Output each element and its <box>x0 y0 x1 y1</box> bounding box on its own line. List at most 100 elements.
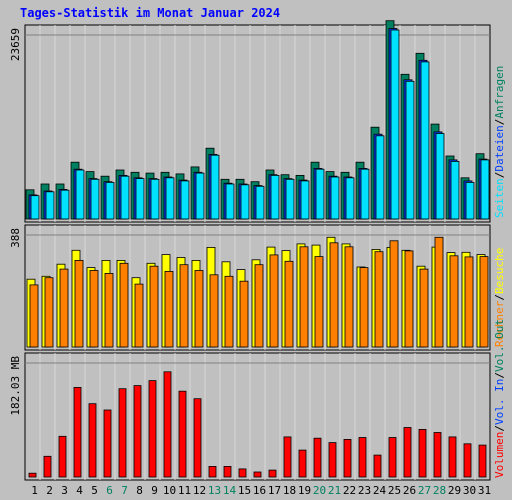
bar <box>253 471 262 478</box>
bar <box>418 428 427 478</box>
bar <box>164 270 174 348</box>
bar <box>44 277 54 348</box>
legend-item: Volumen <box>493 432 506 478</box>
bar <box>419 268 429 348</box>
bar <box>404 250 414 348</box>
day-label: 20 <box>313 484 326 497</box>
panel-frame <box>24 352 491 481</box>
bar <box>133 385 142 478</box>
bar <box>344 246 354 348</box>
bar <box>119 262 129 348</box>
chart-legend: Seiten/Dateien/AnfragenRechner/BesucheVo… <box>493 66 506 478</box>
bar <box>75 169 85 220</box>
legend-item: Rechner <box>493 300 506 347</box>
bar <box>463 443 472 478</box>
legend-separator: / <box>493 425 506 432</box>
bar <box>90 178 100 220</box>
series-rechner <box>29 236 489 348</box>
bar <box>343 438 352 478</box>
bar <box>73 386 82 478</box>
day-label: 24 <box>373 484 387 497</box>
bar <box>298 449 307 478</box>
legend-separator: / <box>493 294 506 301</box>
day-label: 7 <box>121 484 128 497</box>
bar <box>390 29 400 220</box>
day-label: 25 <box>388 484 401 497</box>
scale-label: 388 <box>9 228 22 248</box>
bar <box>359 267 369 348</box>
day-label: 2 <box>46 484 53 497</box>
day-label: 1 <box>31 484 38 497</box>
bar <box>103 409 112 478</box>
day-label: 12 <box>193 484 206 497</box>
bar <box>315 168 325 220</box>
scale-label: 182.03 MB <box>9 356 22 416</box>
day-label: 14 <box>223 484 237 497</box>
bar <box>209 274 219 348</box>
chart-title: Tages-Statistik im Monat Januar 2024 <box>20 6 280 20</box>
day-label: 6 <box>106 484 113 497</box>
panel-visits: 388 <box>9 224 491 351</box>
day-label: 11 <box>178 484 191 497</box>
bar <box>89 270 99 348</box>
bar <box>283 436 292 478</box>
legend-item: Anfragen <box>493 66 506 119</box>
bar <box>239 280 249 348</box>
bar <box>328 442 337 478</box>
bar <box>479 256 489 348</box>
bar <box>405 80 415 220</box>
bar <box>45 191 55 220</box>
legend-group: Volumen/Vol. In/Vol. Out <box>493 319 506 478</box>
bar <box>329 242 339 348</box>
scale-label: 23659 <box>9 28 22 61</box>
bar <box>60 189 70 220</box>
bar <box>43 455 52 478</box>
bar <box>389 240 399 348</box>
bar <box>118 388 127 478</box>
day-label: 19 <box>298 484 311 497</box>
bar <box>150 178 160 220</box>
day-label: 8 <box>136 484 143 497</box>
bar <box>254 264 264 348</box>
day-label: 21 <box>328 484 341 497</box>
day-label: 5 <box>91 484 98 497</box>
bar <box>225 183 235 220</box>
day-label: 13 <box>208 484 221 497</box>
panel-hits: 23659 <box>9 20 491 223</box>
bar <box>435 133 445 220</box>
day-label: 30 <box>463 484 476 497</box>
x-axis-day-labels: 1 2 3 4 5 6 7 8 9 10 11 12 13 14 15 16 17 18 19 20 21 22 23 24 2… <box>31 484 491 497</box>
bar <box>224 275 234 348</box>
bar <box>480 159 490 220</box>
bar <box>208 465 217 478</box>
bar <box>148 380 157 478</box>
bar <box>223 465 232 478</box>
bar <box>285 178 295 220</box>
bar <box>433 432 442 478</box>
bar <box>195 172 205 220</box>
bar <box>74 259 84 348</box>
bar <box>284 260 294 348</box>
legend-item: Vol. In <box>493 379 506 425</box>
legend-group: Seiten/Dateien/Anfragen <box>493 66 506 218</box>
bar <box>238 468 247 478</box>
legend-item: Dateien <box>493 125 506 171</box>
bar <box>449 255 459 348</box>
bar <box>388 437 397 478</box>
day-label: 22 <box>343 484 356 497</box>
day-label: 15 <box>238 484 251 497</box>
day-label: 23 <box>358 484 371 497</box>
series-seiten <box>30 29 490 220</box>
day-label: 16 <box>253 484 266 497</box>
bar <box>134 283 144 348</box>
bar <box>448 436 457 478</box>
bar <box>330 176 340 220</box>
bar <box>88 403 97 478</box>
bar <box>28 472 37 478</box>
bar <box>180 180 190 220</box>
day-label: 18 <box>283 484 296 497</box>
day-label: 9 <box>151 484 158 497</box>
bar <box>420 61 430 220</box>
bar <box>450 160 460 220</box>
